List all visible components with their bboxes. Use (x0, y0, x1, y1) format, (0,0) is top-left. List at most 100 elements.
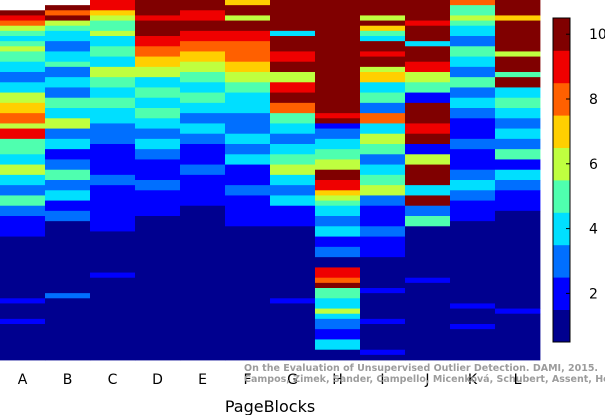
heatmap-cell (360, 205, 406, 227)
heatmap-cell (360, 133, 406, 145)
heatmap-cell (0, 72, 46, 83)
heatmap-cell (495, 308, 541, 315)
heatmap-cell (495, 149, 541, 160)
heatmap-cell (450, 56, 496, 68)
heatmap-cell (225, 15, 271, 21)
colorbar-swatch (553, 82, 570, 116)
colorbar-swatch (553, 18, 570, 51)
heatmap-cell (90, 36, 136, 47)
heatmap-cell (360, 236, 406, 258)
x-tick-label: F (243, 372, 251, 388)
heatmap-cell (225, 30, 271, 42)
heatmap-cell (90, 277, 136, 361)
colorbar-swatch (553, 147, 570, 181)
heatmap-cell (360, 293, 406, 320)
heatmap-cell (135, 108, 181, 119)
heatmap-cell (45, 138, 91, 150)
heatmap-cell (450, 190, 496, 201)
heatmap-cell (495, 159, 541, 171)
heatmap-cell (405, 205, 451, 217)
heatmap-cell (405, 20, 451, 27)
x-tick-label: H (332, 372, 343, 388)
heatmap-cell (360, 354, 406, 361)
heatmap-cell (450, 169, 496, 181)
heatmap-cell (0, 128, 46, 140)
heatmap-cell (45, 210, 91, 222)
x-tick-label: J (424, 372, 429, 388)
heatmap-cell (135, 190, 181, 217)
heatmap-cell (495, 169, 541, 181)
heatmap-cell (0, 236, 46, 299)
colorbar-tick-label: 4 (589, 222, 598, 238)
heatmap-cell (360, 20, 406, 27)
heatmap-cell (225, 113, 271, 135)
heatmap-cell (495, 15, 541, 21)
heatmap-cell (45, 108, 91, 119)
heatmap-cell (360, 185, 406, 196)
x-tick-label: L (514, 372, 522, 388)
heatmap-cell (225, 154, 271, 165)
heatmap-cell (495, 72, 541, 78)
heatmap-cell (0, 92, 46, 104)
heatmap-cell (225, 0, 271, 6)
heatmap-cell (450, 324, 496, 330)
heatmap-cell (0, 30, 46, 37)
heatmap-cell (90, 66, 136, 78)
heatmap-cell (45, 149, 91, 160)
heatmap-cell (180, 102, 226, 114)
heatmap-cell (405, 82, 451, 93)
heatmap-cell (315, 318, 361, 330)
heatmap-cell (90, 0, 136, 11)
heatmap-cell (360, 195, 406, 207)
heatmap-cell (0, 154, 46, 165)
heatmap-cell (90, 15, 136, 21)
heatmap-cell (45, 77, 91, 88)
heatmap-cell (315, 349, 361, 361)
heatmap-cell (450, 66, 496, 78)
heatmap-cell (450, 25, 496, 37)
heatmap-cell (315, 195, 361, 201)
heatmap-cell (405, 92, 451, 104)
heatmap-cell (495, 118, 541, 129)
heatmap-cell (45, 169, 91, 181)
heatmap-cell (90, 272, 136, 279)
heatmap-cell (450, 46, 496, 57)
heatmap-cell (225, 185, 271, 196)
heatmap-cell (405, 102, 451, 124)
heatmap-cell (495, 97, 541, 109)
heatmap-cell (270, 61, 316, 73)
heatmap-cell (0, 195, 46, 207)
x-axis-tick-labels: A B C D E F G H I J K L (18, 372, 522, 388)
heatmap-cell (405, 61, 451, 73)
heatmap-cell (495, 87, 541, 99)
heatmap-cell (405, 216, 451, 227)
heatmap-cell (270, 0, 316, 32)
heatmap-cell (90, 56, 136, 68)
heatmap-cell (0, 318, 46, 325)
colorbar-tick-label: 2 (589, 286, 598, 302)
heatmap-cell (360, 288, 406, 294)
heatmap-cell (45, 159, 91, 171)
heatmap-cell (360, 164, 406, 176)
heatmap-cell (360, 72, 406, 83)
heatmap-cell (495, 138, 541, 150)
heatmap-cell (270, 36, 316, 52)
heatmap-cell (495, 56, 541, 73)
colorbar (553, 18, 570, 343)
heatmap-cell (315, 257, 361, 268)
heatmap-cell (135, 159, 181, 181)
heatmap-cell (270, 205, 316, 227)
colorbar-swatch (553, 50, 570, 84)
heatmap-cell (450, 221, 496, 304)
heatmap-cell (90, 30, 136, 37)
heatmap-cell (45, 293, 91, 299)
heatmap-cell (135, 25, 181, 37)
heatmap-cell (0, 46, 46, 52)
heatmap-cell (450, 5, 496, 16)
heatmap-cell (315, 282, 361, 289)
heatmap-cell (360, 56, 406, 68)
heatmap-cell (135, 216, 181, 361)
heatmap-cell (270, 298, 316, 304)
heatmap-cell (0, 185, 46, 196)
